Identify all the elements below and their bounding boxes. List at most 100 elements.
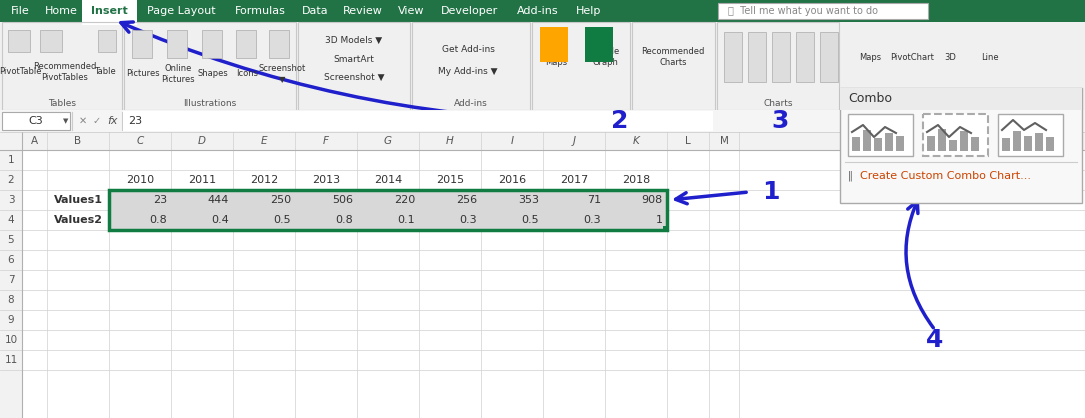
Text: 0.8: 0.8 bbox=[335, 215, 353, 225]
Text: B: B bbox=[75, 136, 81, 146]
Text: 256: 256 bbox=[456, 195, 477, 205]
Bar bbox=[840, 88, 1082, 110]
Bar bbox=[840, 88, 1082, 203]
Text: ⌕  Tell me what you want to do: ⌕ Tell me what you want to do bbox=[728, 6, 878, 16]
Text: Recommended
Charts: Recommended Charts bbox=[641, 47, 704, 67]
Bar bbox=[237, 30, 256, 58]
Text: C3: C3 bbox=[28, 116, 43, 126]
Text: 2010: 2010 bbox=[126, 175, 154, 185]
Text: Add-ins: Add-ins bbox=[516, 6, 559, 16]
Text: Values1: Values1 bbox=[53, 195, 102, 205]
Bar bbox=[998, 114, 1063, 156]
Text: Screenshot ▼: Screenshot ▼ bbox=[323, 72, 384, 82]
Text: Add-ins: Add-ins bbox=[455, 99, 488, 107]
Text: 3D: 3D bbox=[944, 53, 956, 61]
Text: PivotChart: PivotChart bbox=[890, 53, 934, 61]
Text: 0.1: 0.1 bbox=[397, 215, 414, 225]
Text: Help: Help bbox=[576, 6, 602, 16]
Text: K: K bbox=[633, 136, 639, 146]
Text: 11: 11 bbox=[4, 355, 17, 365]
Text: View: View bbox=[398, 6, 424, 16]
Bar bbox=[542, 210, 605, 230]
Text: 2: 2 bbox=[611, 109, 628, 133]
Bar bbox=[481, 190, 542, 210]
Text: 4: 4 bbox=[8, 215, 14, 225]
Text: 23: 23 bbox=[153, 195, 167, 205]
Bar bbox=[923, 114, 988, 156]
Text: Formulas: Formulas bbox=[234, 6, 285, 16]
Text: Charts: Charts bbox=[763, 99, 793, 107]
Bar bbox=[108, 190, 171, 210]
Text: 506: 506 bbox=[332, 195, 353, 205]
Text: Get Add-ins: Get Add-ins bbox=[442, 46, 495, 54]
Text: 1: 1 bbox=[656, 215, 663, 225]
Text: 23: 23 bbox=[128, 116, 142, 126]
Text: 2: 2 bbox=[8, 175, 14, 185]
Bar bbox=[960, 131, 968, 151]
Text: 6: 6 bbox=[8, 255, 14, 265]
Bar bbox=[0, 22, 1085, 110]
Bar bbox=[585, 27, 613, 62]
Bar bbox=[123, 111, 713, 131]
Bar bbox=[357, 190, 419, 210]
Text: I: I bbox=[511, 136, 513, 146]
Text: ‖: ‖ bbox=[848, 171, 853, 181]
Bar bbox=[40, 30, 62, 52]
Bar bbox=[269, 30, 289, 58]
Bar bbox=[863, 130, 871, 151]
Text: Recommended
PivotTables: Recommended PivotTables bbox=[34, 62, 97, 82]
Bar bbox=[419, 190, 481, 210]
Text: C: C bbox=[137, 136, 143, 146]
Bar bbox=[0, 110, 1085, 132]
Text: Insert: Insert bbox=[91, 6, 128, 16]
Text: Table: Table bbox=[94, 67, 116, 76]
Bar bbox=[896, 135, 904, 151]
Text: Developer: Developer bbox=[441, 6, 498, 16]
Bar bbox=[202, 30, 222, 58]
Text: E: E bbox=[260, 136, 267, 146]
Bar bbox=[233, 210, 295, 230]
Text: 2018: 2018 bbox=[622, 175, 650, 185]
Bar bbox=[949, 140, 957, 151]
Text: File: File bbox=[11, 6, 30, 16]
Text: Line: Line bbox=[981, 53, 999, 61]
Bar bbox=[748, 32, 766, 82]
Text: Bing
Maps: Bing Maps bbox=[545, 47, 567, 67]
Bar bbox=[840, 22, 1085, 110]
Bar bbox=[852, 137, 860, 151]
Text: A: A bbox=[31, 136, 38, 146]
Bar bbox=[631, 22, 715, 110]
Bar bbox=[412, 22, 529, 110]
Text: 250: 250 bbox=[270, 195, 291, 205]
Bar bbox=[605, 190, 667, 210]
Bar bbox=[1024, 135, 1032, 151]
Text: 444: 444 bbox=[207, 195, 229, 205]
Text: D: D bbox=[197, 136, 206, 146]
Text: 353: 353 bbox=[518, 195, 539, 205]
Text: 71: 71 bbox=[587, 195, 601, 205]
Text: 0.8: 0.8 bbox=[150, 215, 167, 225]
Bar bbox=[724, 32, 742, 82]
Text: 4: 4 bbox=[927, 328, 944, 352]
Text: H: H bbox=[446, 136, 454, 146]
Text: ✓: ✓ bbox=[93, 116, 101, 126]
Text: Illustrations: Illustrations bbox=[183, 99, 237, 107]
Text: M: M bbox=[719, 136, 728, 146]
Text: 220: 220 bbox=[394, 195, 414, 205]
Bar bbox=[718, 3, 928, 19]
Text: 5: 5 bbox=[8, 235, 14, 245]
Text: 0.5: 0.5 bbox=[273, 215, 291, 225]
Bar bbox=[875, 138, 882, 151]
Bar bbox=[0, 0, 1085, 110]
Text: Icons: Icons bbox=[237, 69, 258, 79]
Bar bbox=[171, 190, 233, 210]
Text: Maps: Maps bbox=[859, 53, 881, 61]
Text: SmartArt: SmartArt bbox=[333, 56, 374, 64]
Text: 9: 9 bbox=[8, 315, 14, 325]
Text: 3: 3 bbox=[771, 109, 789, 133]
Bar bbox=[233, 190, 295, 210]
Text: Data: Data bbox=[302, 6, 329, 16]
Bar bbox=[8, 30, 30, 52]
Bar bbox=[773, 32, 790, 82]
Text: 0.3: 0.3 bbox=[459, 215, 477, 225]
